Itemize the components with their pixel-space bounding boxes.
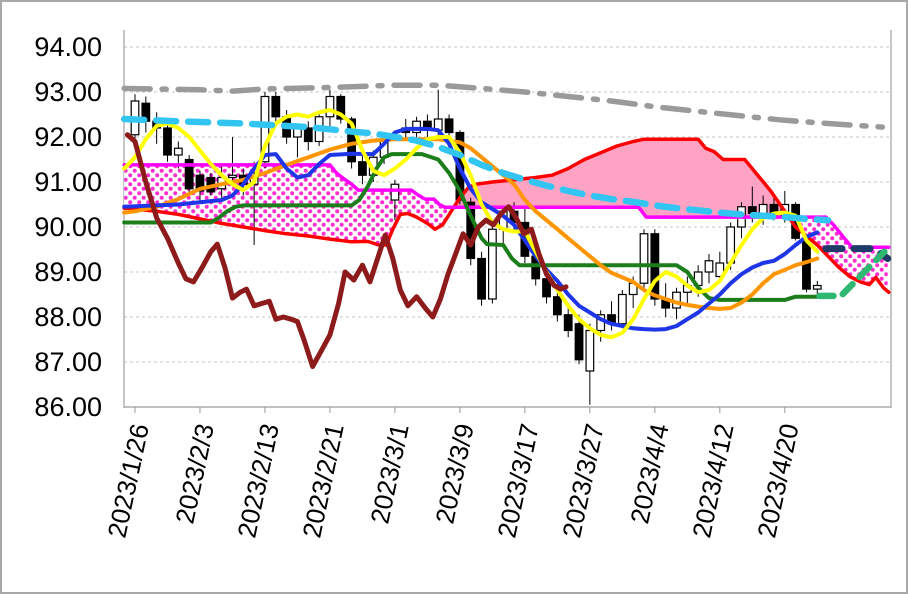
- candle-body: [715, 262, 725, 278]
- series-ma-fast-yellow: [122, 108, 820, 340]
- candle-body: [184, 158, 194, 190]
- x-tick-label: 2023/4/20: [751, 421, 804, 540]
- series-level-gray-dashdot: [121, 82, 886, 130]
- overlay-lines: [120, 82, 892, 369]
- y-tick-label: 89.00: [34, 257, 102, 287]
- series-ma-mid-blue: [122, 126, 820, 332]
- candle-body: [487, 228, 497, 300]
- candle-body: [812, 284, 822, 290]
- candle-body: [260, 95, 270, 163]
- candle-body: [303, 127, 313, 143]
- x-tick-label: 2023/3/17: [491, 421, 544, 540]
- series-trend-cyan-dashed: [120, 115, 832, 224]
- x-tick-label: 2023/3/27: [556, 421, 609, 540]
- y-tick-label: 94.00: [34, 32, 102, 62]
- y-tick-label: 91.00: [34, 167, 102, 197]
- candle-body: [325, 95, 335, 118]
- y-tick-label: 86.00: [34, 392, 102, 422]
- x-tick-label: 2023/4/12: [686, 421, 739, 540]
- candle-body: [542, 278, 551, 298]
- candle-body: [358, 161, 367, 176]
- series-comparison-darkred: [124, 132, 569, 369]
- candle-body: [574, 323, 584, 361]
- x-tick-label: 2023/2/21: [296, 421, 349, 540]
- candle-body: [563, 314, 573, 332]
- candle-body: [477, 257, 486, 300]
- series-ma-slow-orange: [122, 137, 820, 311]
- series-ma-long-green: [122, 152, 820, 302]
- candle-body: [228, 174, 237, 179]
- candle-body: [347, 118, 356, 163]
- candle-body: [585, 329, 595, 372]
- x-tick-label: 2023/2/3: [169, 421, 219, 526]
- x-tick-label: 2023/1/26: [101, 421, 154, 540]
- candle-body: [271, 95, 281, 118]
- candle-body: [704, 260, 714, 273]
- candle-body: [173, 147, 183, 156]
- x-tick-label: 2023/3/9: [429, 421, 479, 526]
- y-tick-label: 90.00: [34, 212, 102, 242]
- y-tick-label: 88.00: [34, 302, 102, 332]
- y-tick-label: 87.00: [34, 347, 102, 377]
- candle-body: [390, 183, 400, 201]
- candle-body: [412, 120, 421, 134]
- y-tick-label: 93.00: [34, 77, 102, 107]
- candle-body: [552, 296, 562, 316]
- candle-body: [639, 233, 649, 284]
- candle-body: [336, 95, 346, 120]
- cloud-fill-solid: [453, 139, 789, 218]
- x-tick-label: 2023/4/4: [624, 421, 674, 526]
- x-tick-label: 2023/3/1: [364, 421, 414, 526]
- candle-body: [758, 203, 768, 215]
- candle-body: [617, 293, 627, 325]
- candle-body: [444, 118, 454, 134]
- x-tick-label: 2023/2/13: [231, 421, 284, 540]
- series-forecast-green-dashed: [816, 248, 888, 300]
- y-tick-label: 92.00: [34, 122, 102, 152]
- candle-body: [163, 127, 172, 156]
- series-cloud-line-magenta: [122, 163, 891, 250]
